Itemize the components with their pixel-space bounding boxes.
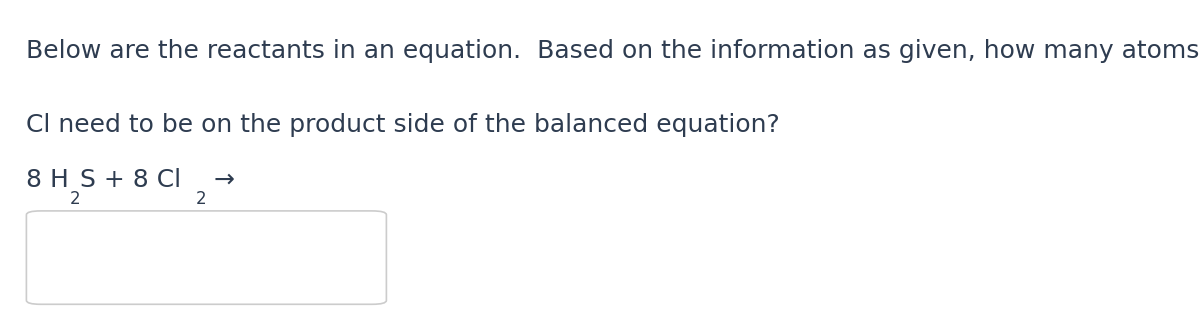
Text: 8 H: 8 H — [26, 168, 70, 192]
Text: →: → — [206, 168, 235, 192]
Text: S + 8 Cl: S + 8 Cl — [80, 168, 181, 192]
Text: Cl need to be on the product side of the balanced equation?: Cl need to be on the product side of the… — [26, 113, 780, 137]
Text: 2: 2 — [196, 191, 206, 208]
Text: 2: 2 — [70, 191, 80, 208]
Text: Below are the reactants in an equation.  Based on the information as given, how : Below are the reactants in an equation. … — [26, 39, 1200, 63]
